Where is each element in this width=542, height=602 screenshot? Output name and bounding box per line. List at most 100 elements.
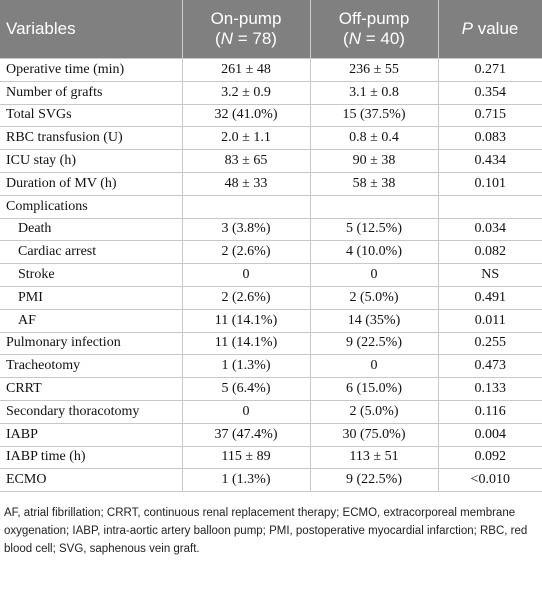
column-header: Off-pump (N = 40) xyxy=(310,0,439,59)
table-cell: Death xyxy=(0,217,183,242)
table-cell: 2 (2.6%) xyxy=(181,285,311,310)
table-row: Operative time (min) 261 ± 48 236 ± 55 0.27… xyxy=(0,58,542,82)
table-cell: RBC transfusion (U) xyxy=(0,126,183,151)
column-label: Off-pump xyxy=(338,9,410,28)
data-table: Variables On-pump (N = 78) Off-pump (N = 40)… xyxy=(0,0,542,493)
column-label: On-pump xyxy=(210,9,282,28)
table-cell: 2.0 ± 1.1 xyxy=(181,126,311,151)
table-row: IABP 37 (47.4%) 30 (75.0%) 0.004 xyxy=(0,422,542,447)
column-sub: = 40) xyxy=(361,29,405,48)
column-sub: = 78) xyxy=(233,29,277,48)
header-row: Variables On-pump (N = 78) Off-pump (N = 40)… xyxy=(0,0,542,59)
table-cell: PMI xyxy=(0,285,183,310)
table-cell: IABP xyxy=(0,422,183,447)
table-row: AF 11 (14.1%) 14 (35%) 0.011 xyxy=(0,308,542,333)
table-row: Total SVGs 32 (41.0%) 15 (37.5%) 0.715 xyxy=(0,103,542,128)
table-row: Duration of MV (h) 48 ± 33 58 ± 38 0.101 xyxy=(0,171,542,196)
table-cell: Operative time (min) xyxy=(0,58,183,82)
table-cell: 3 (3.8%) xyxy=(181,217,311,242)
table-cell: 2 (2.6%) xyxy=(181,240,311,265)
table-cell: Complications xyxy=(0,194,183,219)
column-sub: N xyxy=(348,29,361,48)
table-cell: 15 (37.5%) xyxy=(309,103,439,128)
table-cell: IABP time (h) xyxy=(0,445,183,470)
table-row: Death 3 (3.8%) 5 (12.5%) 0.034 xyxy=(0,217,542,242)
table-cell: Tracheotomy xyxy=(0,354,183,379)
table-cell: 11 (14.1%) xyxy=(181,331,311,356)
table-cell: 0.004 xyxy=(437,422,542,447)
table-cell: 0.255 xyxy=(437,331,542,356)
table-cell: 4 (10.0%) xyxy=(309,240,439,265)
table-cell: 32 (41.0%) xyxy=(181,103,311,128)
table-cell: Stroke xyxy=(0,263,183,287)
table-cell: CRRT xyxy=(0,377,183,401)
table-cell: 9 (22.5%) xyxy=(309,331,439,356)
table-cell: 3.2 ± 0.9 xyxy=(181,80,311,105)
table-cell: 0.715 xyxy=(437,103,542,128)
table-row: ICU stay (h) 83 ± 65 90 ± 38 0.434 xyxy=(0,149,542,173)
table-cell: 90 ± 38 xyxy=(309,149,439,173)
table-cell: AF xyxy=(0,308,183,333)
table-cell: Cardiac arrest xyxy=(0,240,183,265)
table-cell: 2 (5.0%) xyxy=(309,285,439,310)
table-cell xyxy=(309,194,439,219)
table-cell: 30 (75.0%) xyxy=(309,422,439,447)
footnote: AF, atrial fibrillation; CRRT, continuou… xyxy=(4,507,528,556)
table-cell: 0 xyxy=(309,263,439,287)
table-cell: 37 (47.4%) xyxy=(181,422,311,447)
table-cell: 0.473 xyxy=(437,354,542,379)
table-cell: 113 ± 51 xyxy=(309,445,439,470)
table-cell: Secondary thoracotomy xyxy=(0,399,183,424)
table-row: PMI 2 (2.6%) 2 (5.0%) 0.491 xyxy=(0,285,542,310)
table-cell: ECMO xyxy=(0,468,183,493)
column-label: Variables xyxy=(6,19,76,38)
column-sub: ( xyxy=(343,29,349,48)
table-cell: 0 xyxy=(181,399,311,424)
table-cell: 0.434 xyxy=(437,149,542,173)
table-cell: 0.011 xyxy=(437,308,542,333)
table-cell: 11 (14.1%) xyxy=(181,308,311,333)
table-cell: 58 ± 38 xyxy=(309,171,439,196)
table-cell: 0.491 xyxy=(437,285,542,310)
table-cell: 6 (15.0%) xyxy=(309,377,439,401)
table-cell: Total SVGs xyxy=(0,103,183,128)
table-cell: 2 (5.0%) xyxy=(309,399,439,424)
table-cell: Number of grafts xyxy=(0,80,183,105)
table-row: Tracheotomy 1 (1.3%) 0 0.473 xyxy=(0,354,542,379)
table-cell: ICU stay (h) xyxy=(0,149,183,173)
table-row: Pulmonary infection 11 (14.1%) 9 (22.5%) 0.… xyxy=(0,331,542,356)
table-cell: 0.271 xyxy=(437,58,542,82)
table-cell: 5 (6.4%) xyxy=(181,377,311,401)
table-cell: Pulmonary infection xyxy=(0,331,183,356)
table-cell: Duration of MV (h) xyxy=(0,171,183,196)
column-header: Variables xyxy=(0,0,183,59)
table-body: Operative time (min) 261 ± 48 236 ± 55 0.27… xyxy=(0,58,542,493)
table-row: Stroke 0 0 NS xyxy=(0,263,542,287)
table-cell: 0.8 ± 0.4 xyxy=(309,126,439,151)
table-cell: 48 ± 33 xyxy=(181,171,311,196)
table-cell: 9 (22.5%) xyxy=(309,468,439,493)
table-cell: 83 ± 65 xyxy=(181,149,311,173)
table-cell xyxy=(181,194,311,219)
table-cell: 0 xyxy=(309,354,439,379)
column-label-part: value xyxy=(472,19,519,38)
column-label-part: P xyxy=(461,19,473,38)
table-row: IABP time (h) 115 ± 89 113 ± 51 0.092 xyxy=(0,445,542,470)
table-row: RBC transfusion (U) 2.0 ± 1.1 0.8 ± 0.4 0.0… xyxy=(0,126,542,151)
table-cell xyxy=(437,194,542,219)
table-row: Secondary thoracotomy 0 2 (5.0%) 0.116 xyxy=(0,399,542,424)
column-sub: ( xyxy=(215,29,221,48)
table-cell: 261 ± 48 xyxy=(181,58,311,82)
table-cell: NS xyxy=(437,263,542,287)
table-cell: 0.116 xyxy=(437,399,542,424)
table-cell: 1 (1.3%) xyxy=(181,354,311,379)
table-cell: 3.1 ± 0.8 xyxy=(309,80,439,105)
table-cell: 0.354 xyxy=(437,80,542,105)
table-row: Number of grafts 3.2 ± 0.9 3.1 ± 0.8 0.354 xyxy=(0,80,542,105)
table-cell: 5 (12.5%) xyxy=(309,217,439,242)
table-cell: 0.133 xyxy=(437,377,542,401)
table-cell: 0.034 xyxy=(437,217,542,242)
table-cell: 0.083 xyxy=(437,126,542,151)
table-row: ECMO 1 (1.3%) 9 (22.5%) <0.010 xyxy=(0,468,542,493)
